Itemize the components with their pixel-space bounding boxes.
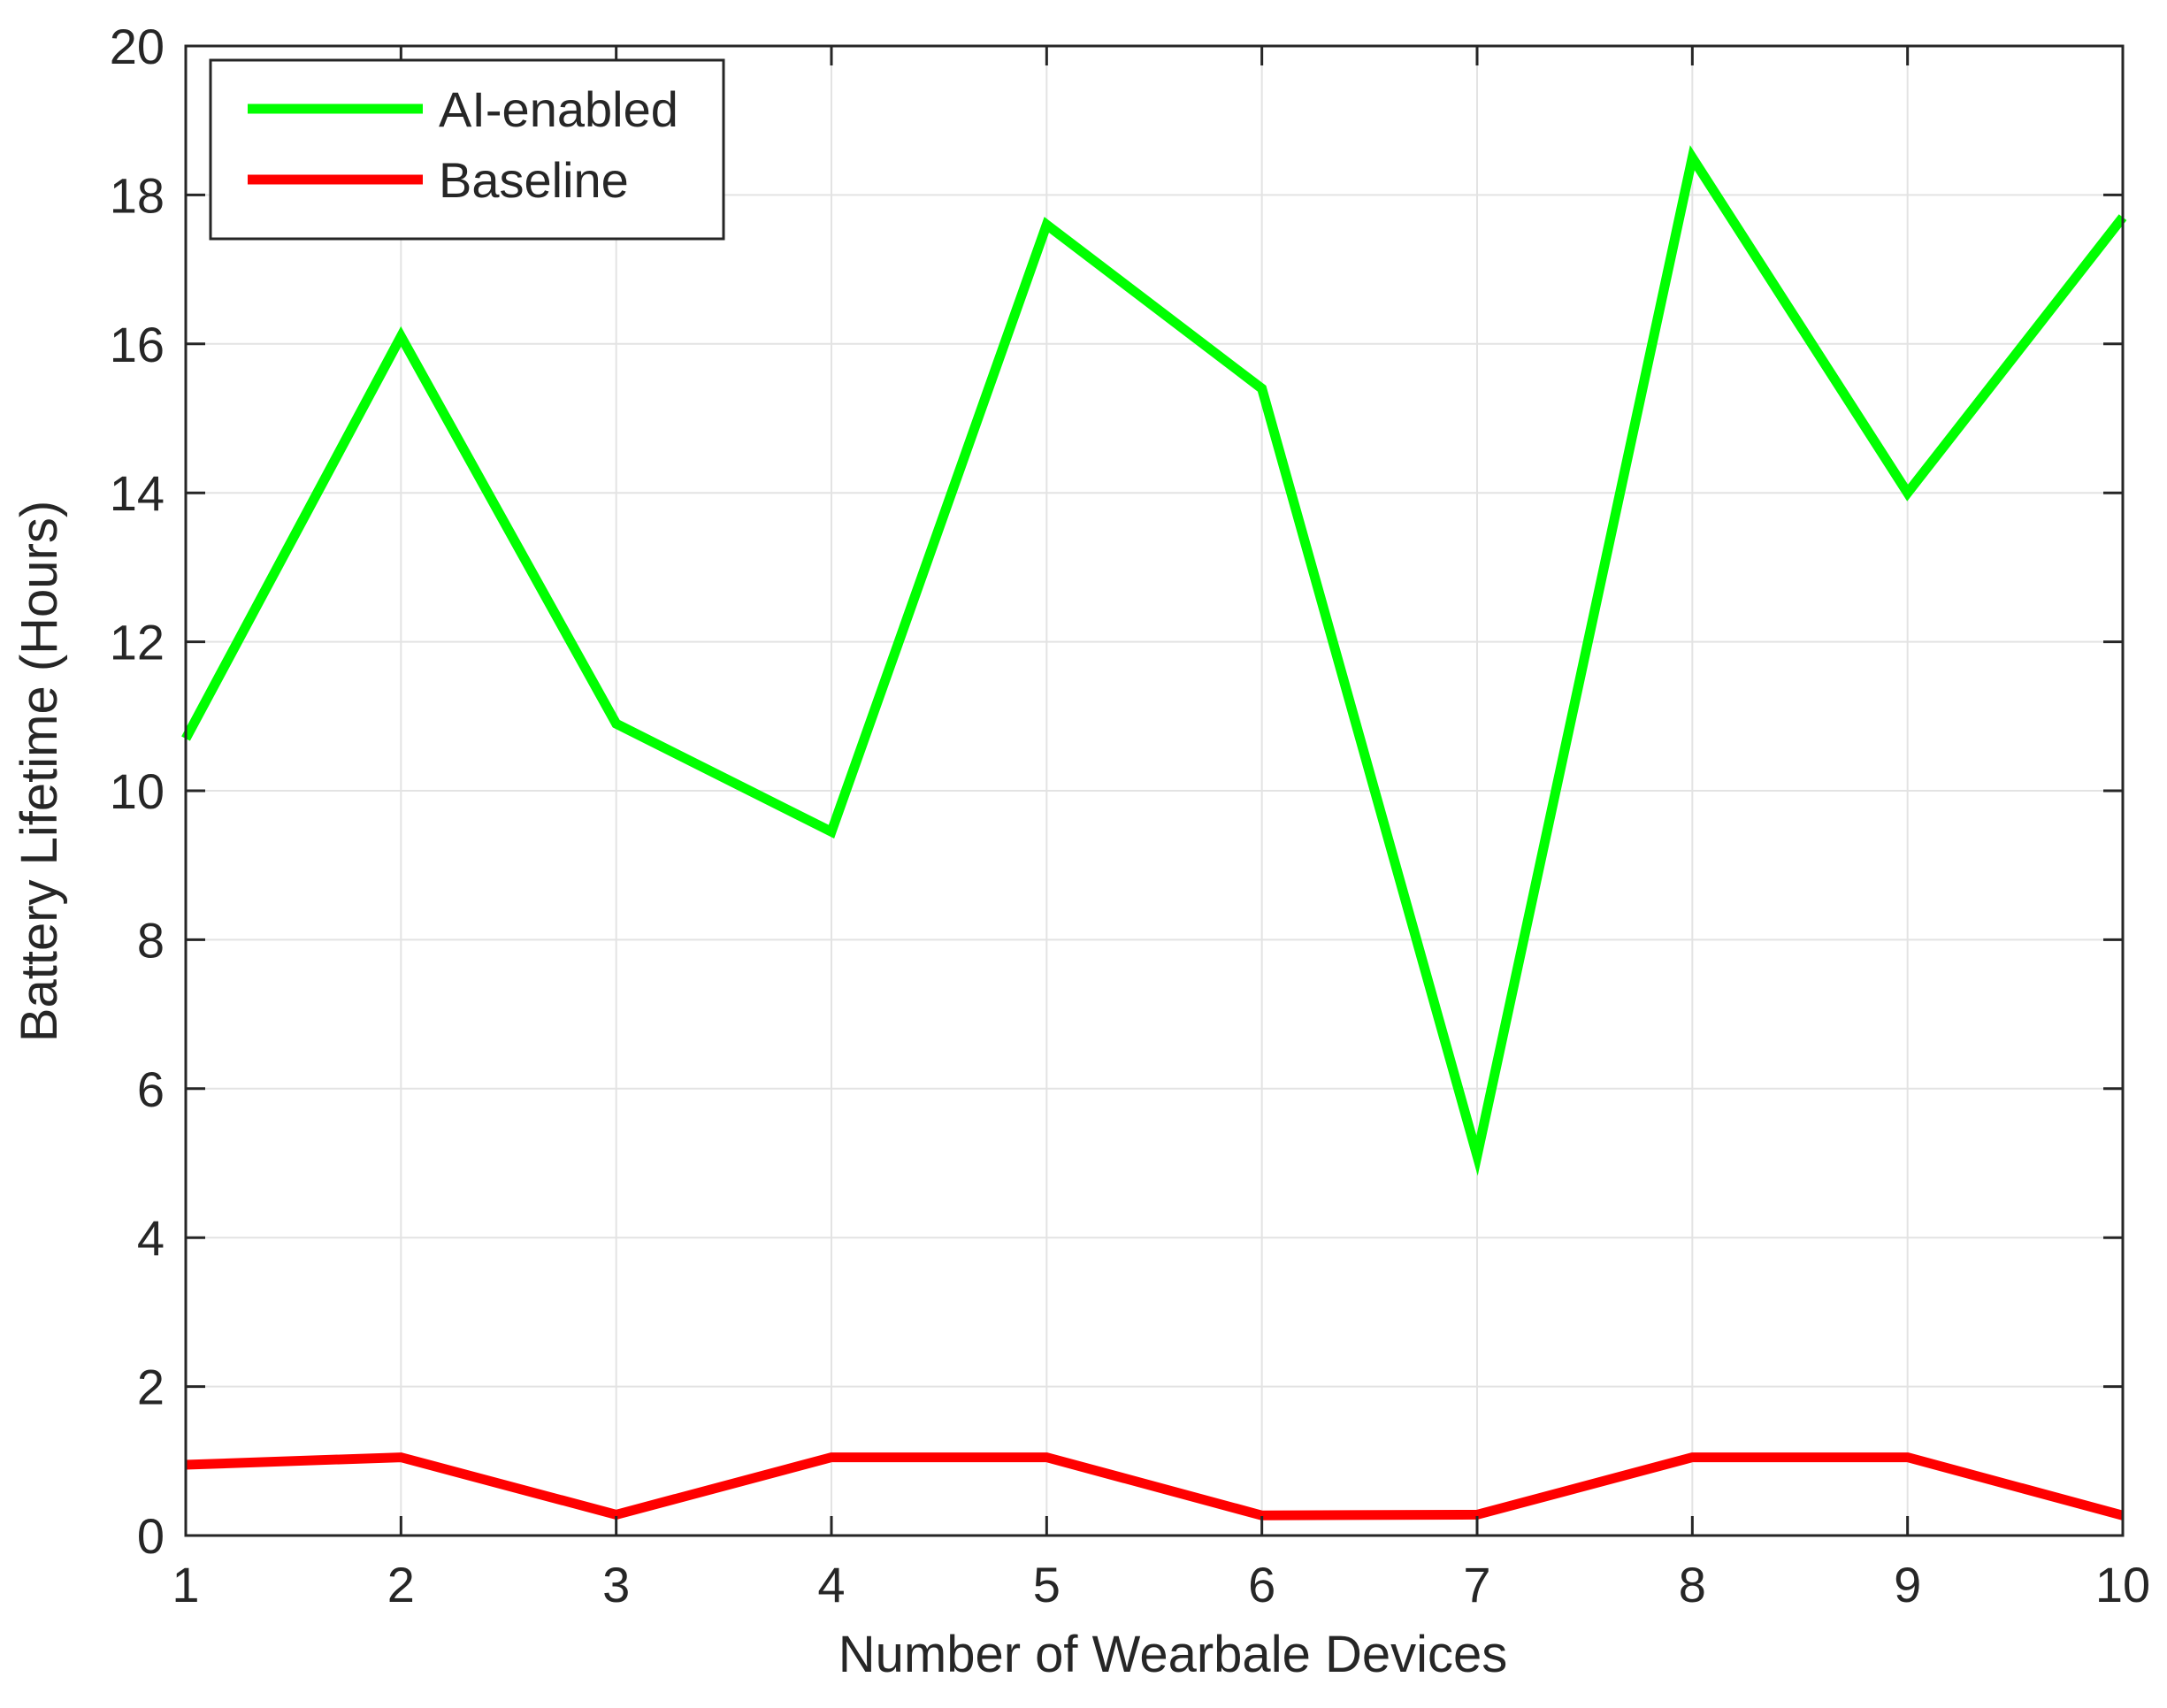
y-tick-label: 4	[137, 1210, 165, 1266]
series-lines	[181, 145, 2127, 1520]
y-tick-label: 2	[137, 1360, 165, 1415]
y-tick-label: 18	[110, 167, 165, 223]
series-line-baseline	[185, 1452, 2125, 1520]
x-tick-label: 3	[602, 1557, 630, 1612]
x-tick-label: 4	[817, 1557, 845, 1612]
legend: AI-enabled Baseline	[209, 58, 725, 241]
y-tick-label: 8	[137, 912, 165, 968]
y-tick-label: 16	[110, 317, 165, 372]
legend-label: Baseline	[439, 152, 629, 208]
x-tick-label: 9	[1894, 1557, 1921, 1612]
series-line-ai-enabled	[181, 145, 2127, 1176]
x-tick-label: 10	[2095, 1557, 2150, 1612]
x-tick-label: 7	[1463, 1557, 1490, 1612]
legend-label: AI-enabled	[439, 81, 678, 137]
x-tick-label: 2	[387, 1557, 415, 1612]
y-tick-label: 0	[137, 1508, 165, 1564]
legend-box	[209, 58, 725, 241]
x-axis-label: Number of Wearbale Devices	[838, 1626, 1507, 1683]
x-tick-label: 8	[1679, 1557, 1706, 1612]
x-tick-label: 6	[1248, 1557, 1275, 1612]
x-tick-label: 5	[1033, 1557, 1061, 1612]
y-tick-label: 12	[110, 615, 165, 670]
y-tick-label: 10	[110, 763, 165, 819]
y-axis-label: Battery Lifetime (Hours)	[11, 501, 68, 1042]
x-tick-label: 1	[172, 1557, 199, 1612]
y-tick-label: 6	[137, 1061, 165, 1117]
y-tick-label: 20	[110, 19, 165, 74]
y-tick-label: 14	[110, 465, 165, 521]
